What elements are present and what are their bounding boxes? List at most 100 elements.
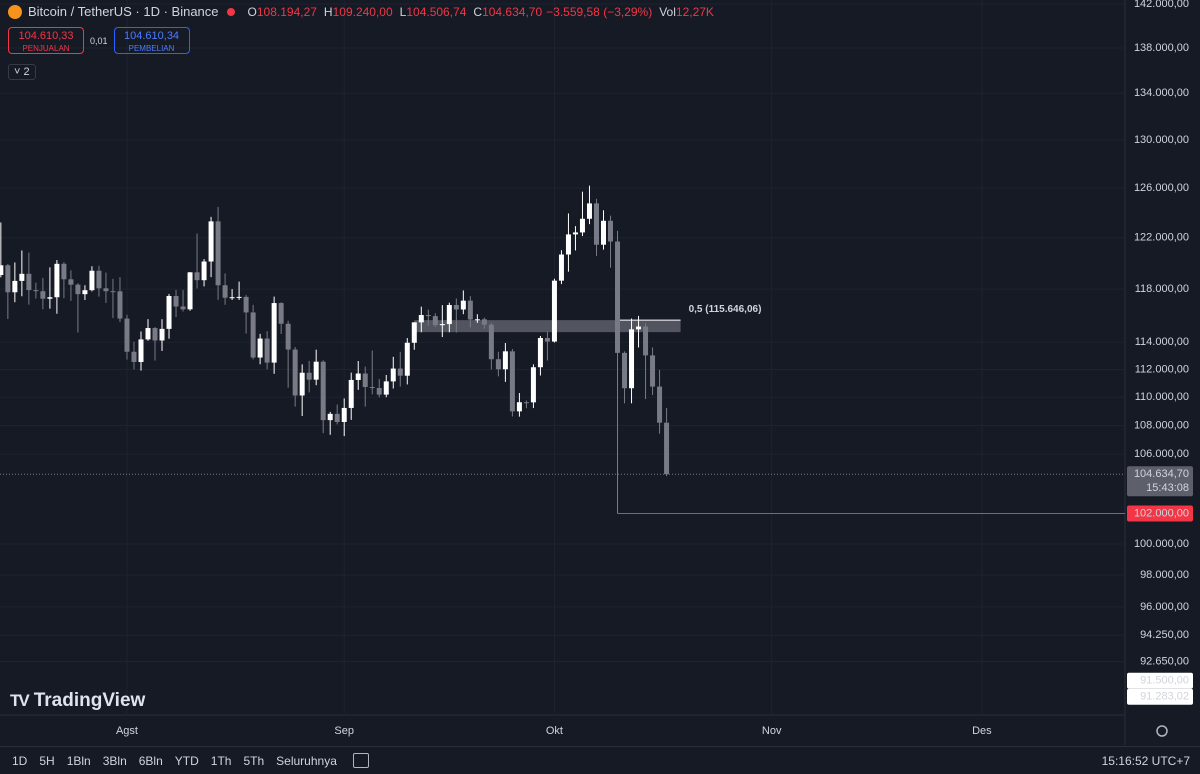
candle-body: [453, 304, 459, 310]
candle-body: [194, 272, 200, 281]
range-button[interactable]: 3Bln: [102, 753, 127, 768]
candle-body: [579, 218, 585, 233]
candle-body: [390, 368, 396, 382]
candle-body: [565, 234, 571, 255]
candle-body: [516, 402, 522, 412]
grid: [0, 0, 1125, 715]
candle-body: [446, 304, 452, 325]
candle-body: [404, 342, 410, 376]
candle-body: [89, 270, 95, 291]
candle-body: [75, 284, 81, 295]
candle-body: [201, 261, 207, 281]
sell-button[interactable]: 104.610,33 PENJUALAN: [8, 27, 84, 54]
candle-body: [362, 373, 368, 388]
price-label: 91.283,02: [1140, 691, 1189, 703]
price-label-box: [1127, 688, 1193, 705]
price-label-box: [1127, 505, 1193, 522]
x-tick-label: Okt: [546, 725, 563, 737]
indicators-count: 2: [23, 66, 30, 78]
candle-body: [341, 407, 347, 422]
sell-price: 104.610,33: [18, 30, 74, 42]
x-tick-label: Agst: [116, 725, 138, 737]
candle-body: [425, 315, 431, 317]
candle-body: [481, 319, 487, 325]
candle-body: [488, 324, 494, 360]
candle-body: [166, 296, 172, 329]
candle-body: [12, 280, 18, 293]
range-button[interactable]: Seluruhnya: [276, 753, 337, 768]
candle-body: [0, 265, 4, 276]
candle-body: [5, 265, 11, 293]
candle-body: [502, 351, 508, 370]
range-button[interactable]: 1D: [12, 753, 28, 768]
candle-body: [474, 319, 480, 321]
ohlc-key: L: [399, 4, 407, 19]
indicators-toggle[interactable]: ˅ 2: [8, 64, 36, 80]
candle-body: [572, 232, 578, 235]
y-tick-label: 96.000,00: [1140, 601, 1189, 613]
range-button[interactable]: 5H: [39, 753, 55, 768]
candle-body: [96, 270, 102, 289]
range-button[interactable]: 5Th: [243, 753, 265, 768]
ohlc-value: 104.506,74: [406, 4, 467, 19]
candle-body: [19, 273, 25, 281]
candle-body: [551, 280, 557, 342]
buy-button[interactable]: 104.610,34 PEMBELIAN: [113, 27, 190, 54]
candle-body: [643, 326, 649, 356]
candle-body: [530, 367, 536, 403]
y-tick-label: 138.000,00: [1134, 42, 1189, 54]
candle-body: [124, 318, 130, 352]
candle-body: [131, 351, 137, 362]
y-tick-label: 108.000,00: [1134, 419, 1189, 431]
candle-body: [306, 372, 312, 380]
range-button[interactable]: 1Bln: [66, 753, 91, 768]
range-button[interactable]: 6Bln: [138, 753, 163, 768]
candle-body: [369, 387, 375, 389]
candle-body: [636, 326, 642, 330]
price-label: 91.500,00: [1140, 675, 1189, 687]
range-button[interactable]: 1Th: [210, 753, 232, 768]
settings-icon[interactable]: [1156, 725, 1168, 737]
candle-body: [460, 300, 466, 310]
market-status: [226, 7, 235, 16]
candle-body: [439, 324, 445, 326]
candle-body: [82, 290, 88, 295]
candle-body: [664, 422, 670, 475]
candle-body: [173, 296, 179, 307]
buy-price: 104.610,34: [124, 30, 180, 42]
candle-body: [236, 296, 242, 298]
x-tick-label: Des: [972, 725, 992, 737]
candle-body: [26, 273, 32, 291]
y-tick-label: 126.000,00: [1134, 182, 1189, 194]
sell-label: PENJUALAN: [22, 44, 70, 53]
range-button[interactable]: YTD: [174, 753, 199, 768]
bottom-toolbar: 1D 5H 1Bln 3Bln 6Bln YTD 1Th 5Th Seluruhnya 15:1…: [0, 746, 1200, 774]
y-tick-label: 110.000,00: [1135, 391, 1189, 403]
candle-body: [40, 291, 46, 299]
ohlc-key: O: [247, 4, 257, 19]
clock[interactable]: 15:16:52 UTC+7: [1101, 754, 1190, 768]
x-tick-label: Sep: [334, 725, 354, 737]
price-label-box: [1127, 672, 1193, 689]
candle-body: [61, 263, 67, 280]
candle-body: [313, 361, 319, 380]
x-tick-label: Nov: [762, 725, 782, 737]
candle-body: [411, 322, 417, 343]
y-tick-label: 130.000,00: [1134, 134, 1189, 146]
candle-body: [523, 402, 529, 404]
candle-body: [495, 359, 501, 370]
symbol[interactable]: Bitcoin / TetherUS · 1D · Binance: [28, 4, 219, 19]
candle-body: [145, 328, 151, 340]
candle-body: [348, 379, 354, 408]
symbol-legend: Bitcoin / TetherUS · 1D · Binance O108.1…: [8, 4, 718, 19]
date-range-icon[interactable]: [352, 753, 369, 768]
candle-body: [397, 368, 403, 376]
range-list: 1D 5H 1Bln 3Bln 6Bln YTD 1Th 5Th Seluruhnya: [0, 754, 337, 768]
candle-body: [657, 386, 663, 423]
ohlc-value: 104.634,70: [482, 4, 543, 19]
candle-body: [54, 263, 60, 298]
ohlc-value: 108.194,27: [256, 4, 317, 19]
price-countdown: 15:43:08: [1146, 482, 1189, 494]
symbol-icon: [8, 4, 22, 19]
